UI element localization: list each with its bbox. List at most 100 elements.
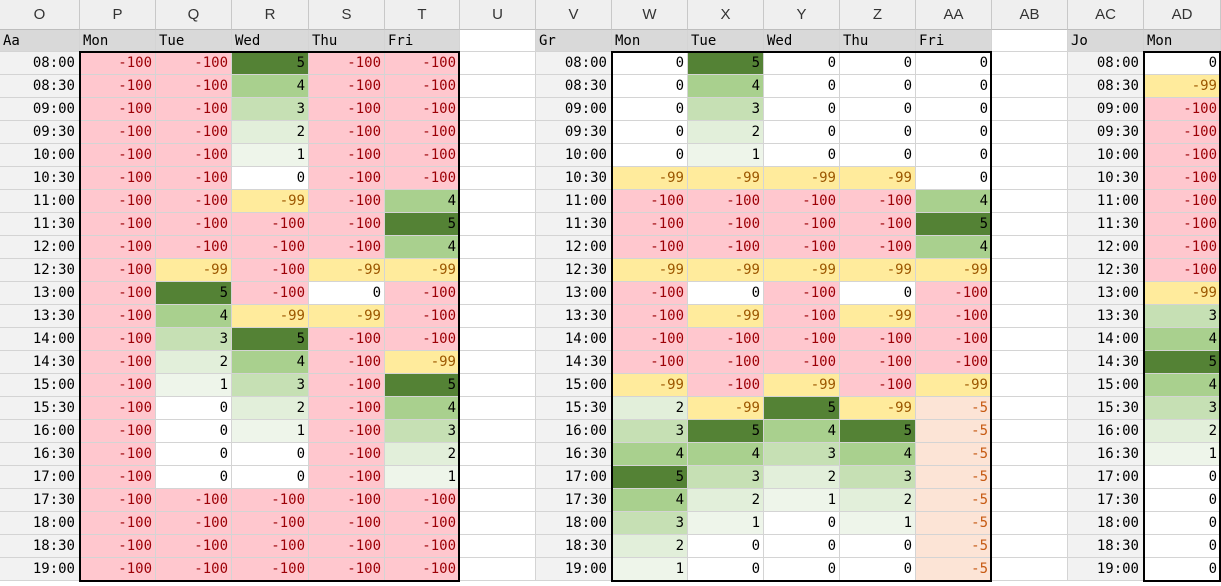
score-cell[interactable]: 4: [612, 489, 688, 512]
score-cell[interactable]: -5: [916, 558, 992, 581]
score-cell[interactable]: -100: [1144, 259, 1221, 282]
score-cell[interactable]: -100: [688, 351, 764, 374]
time-cell[interactable]: 08:00: [0, 52, 80, 75]
empty-cell[interactable]: [992, 190, 1068, 213]
time-cell[interactable]: 08:00: [536, 52, 612, 75]
empty-cell[interactable]: [992, 75, 1068, 98]
empty-cell[interactable]: [460, 466, 536, 489]
score-cell[interactable]: 5: [840, 420, 916, 443]
score-cell[interactable]: -100: [156, 75, 232, 98]
column-header-w[interactable]: W: [612, 0, 688, 30]
empty-cell[interactable]: [992, 328, 1068, 351]
score-cell[interactable]: 3: [385, 420, 460, 443]
score-cell[interactable]: -100: [232, 558, 309, 581]
time-cell[interactable]: 18:00: [1068, 512, 1144, 535]
score-cell[interactable]: 2: [385, 443, 460, 466]
column-header-y[interactable]: Y: [764, 0, 840, 30]
empty-cell[interactable]: [992, 213, 1068, 236]
score-cell[interactable]: -100: [309, 144, 385, 167]
time-cell[interactable]: 16:00: [0, 420, 80, 443]
score-cell[interactable]: 5: [1144, 351, 1221, 374]
score-cell[interactable]: -100: [80, 282, 156, 305]
score-cell[interactable]: -100: [612, 305, 688, 328]
score-cell[interactable]: -100: [385, 512, 460, 535]
score-cell[interactable]: 1: [385, 466, 460, 489]
score-cell[interactable]: -100: [688, 374, 764, 397]
score-cell[interactable]: 0: [840, 282, 916, 305]
score-cell[interactable]: 0: [916, 144, 992, 167]
score-cell[interactable]: 5: [385, 213, 460, 236]
score-cell[interactable]: 4: [385, 397, 460, 420]
time-cell[interactable]: 10:30: [0, 167, 80, 190]
day-header-cell[interactable]: Tue: [688, 30, 764, 52]
score-cell[interactable]: 2: [688, 121, 764, 144]
score-cell[interactable]: -100: [1144, 121, 1221, 144]
score-cell[interactable]: 0: [764, 144, 840, 167]
score-cell[interactable]: -99: [232, 190, 309, 213]
column-header-u[interactable]: U: [460, 0, 536, 30]
score-cell[interactable]: 0: [309, 282, 385, 305]
score-cell[interactable]: 0: [156, 466, 232, 489]
score-cell[interactable]: -99: [385, 351, 460, 374]
score-cell[interactable]: -5: [916, 420, 992, 443]
score-cell[interactable]: -100: [309, 466, 385, 489]
score-cell[interactable]: -100: [385, 305, 460, 328]
score-cell[interactable]: 5: [156, 282, 232, 305]
score-cell[interactable]: -100: [80, 98, 156, 121]
score-cell[interactable]: 3: [612, 512, 688, 535]
score-cell[interactable]: 3: [232, 98, 309, 121]
empty-header-cell[interactable]: [992, 30, 1068, 52]
score-cell[interactable]: -100: [80, 305, 156, 328]
empty-cell[interactable]: [992, 374, 1068, 397]
score-cell[interactable]: -100: [309, 328, 385, 351]
score-cell[interactable]: -100: [80, 121, 156, 144]
score-cell[interactable]: 5: [764, 397, 840, 420]
score-cell[interactable]: -100: [156, 144, 232, 167]
score-cell[interactable]: -100: [156, 535, 232, 558]
score-cell[interactable]: 1: [232, 420, 309, 443]
block-name-cell[interactable]: Gr: [536, 30, 612, 52]
score-cell[interactable]: -99: [840, 167, 916, 190]
score-cell[interactable]: -100: [156, 512, 232, 535]
empty-header-cell[interactable]: [460, 30, 536, 52]
score-cell[interactable]: -100: [156, 236, 232, 259]
score-cell[interactable]: 2: [840, 489, 916, 512]
empty-cell[interactable]: [992, 466, 1068, 489]
score-cell[interactable]: -99: [612, 259, 688, 282]
score-cell[interactable]: -100: [309, 236, 385, 259]
empty-cell[interactable]: [460, 167, 536, 190]
score-cell[interactable]: 3: [688, 98, 764, 121]
score-cell[interactable]: 3: [156, 328, 232, 351]
score-cell[interactable]: -99: [232, 305, 309, 328]
time-cell[interactable]: 17:00: [0, 466, 80, 489]
time-cell[interactable]: 10:00: [1068, 144, 1144, 167]
score-cell[interactable]: 2: [764, 466, 840, 489]
score-cell[interactable]: 5: [916, 213, 992, 236]
time-cell[interactable]: 16:30: [0, 443, 80, 466]
score-cell[interactable]: -100: [764, 305, 840, 328]
score-cell[interactable]: -99: [688, 167, 764, 190]
score-cell[interactable]: -99: [309, 259, 385, 282]
time-cell[interactable]: 13:30: [0, 305, 80, 328]
score-cell[interactable]: 4: [688, 443, 764, 466]
day-header-cell[interactable]: Fri: [916, 30, 992, 52]
time-cell[interactable]: 12:00: [0, 236, 80, 259]
day-header-cell[interactable]: Mon: [80, 30, 156, 52]
day-header-cell[interactable]: Mon: [1144, 30, 1221, 52]
score-cell[interactable]: -100: [232, 512, 309, 535]
empty-cell[interactable]: [460, 374, 536, 397]
empty-cell[interactable]: [460, 420, 536, 443]
column-header-z[interactable]: Z: [840, 0, 916, 30]
time-cell[interactable]: 12:30: [536, 259, 612, 282]
score-cell[interactable]: 0: [916, 98, 992, 121]
time-cell[interactable]: 16:30: [1068, 443, 1144, 466]
score-cell[interactable]: 0: [840, 535, 916, 558]
score-cell[interactable]: 0: [916, 52, 992, 75]
score-cell[interactable]: -100: [309, 535, 385, 558]
score-cell[interactable]: -100: [156, 52, 232, 75]
score-cell[interactable]: -100: [385, 98, 460, 121]
time-cell[interactable]: 13:00: [536, 282, 612, 305]
score-cell[interactable]: -100: [612, 236, 688, 259]
empty-cell[interactable]: [460, 98, 536, 121]
score-cell[interactable]: -100: [385, 535, 460, 558]
